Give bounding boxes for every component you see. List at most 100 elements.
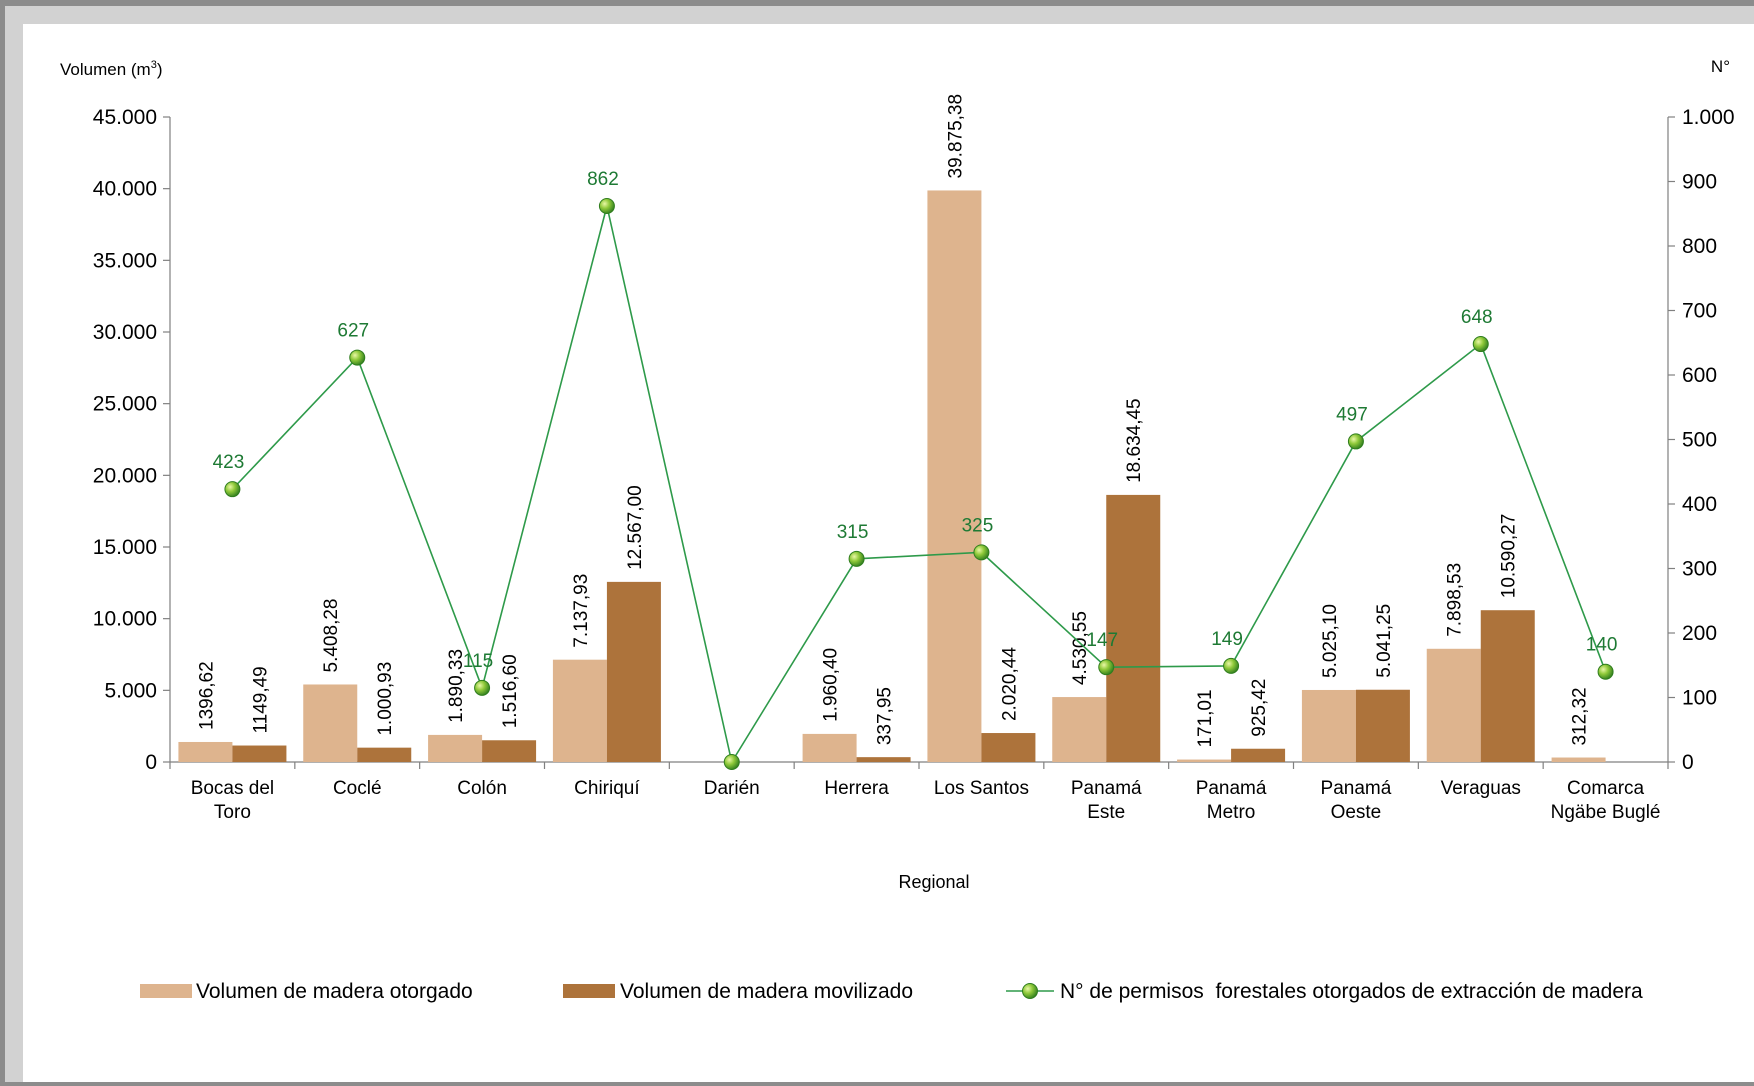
- bar-value-label: 337,95: [875, 687, 896, 745]
- right-tick-label: 300: [1682, 558, 1717, 581]
- left-tick-label: 15.000: [93, 536, 157, 559]
- left-tick-label: 35.000: [93, 249, 157, 272]
- bar-movilizado: [1106, 494, 1161, 762]
- category-label: Bocas del Toro: [191, 778, 274, 823]
- right-tick-label: 700: [1682, 300, 1717, 323]
- permisos-value-label: 862: [587, 169, 619, 190]
- bar-value-label: 312,32: [1570, 687, 1591, 745]
- left-tick-label: 10.000: [93, 608, 157, 631]
- bar-value-label: 5.408,28: [321, 599, 342, 673]
- left-tick-label: 40.000: [93, 178, 157, 201]
- category-labels: Bocas del Toro Coclé Colón Chiriquí Darién Her…: [191, 778, 1661, 823]
- bar-value-label: 1396,62: [196, 661, 217, 730]
- bar-movilizado: [232, 745, 287, 762]
- right-tick-label: 100: [1682, 687, 1717, 710]
- bar-value-label: 7.898,53: [1445, 563, 1466, 637]
- line-series: 423 627 115 862 315 325 147 149 497 648 140: [213, 169, 1618, 770]
- legend-swatch-otorgado: [140, 984, 192, 998]
- permisos-marker: [474, 679, 491, 696]
- legend-marker-permisos: [1022, 983, 1038, 999]
- category-label: Los Santos: [934, 778, 1029, 799]
- category-label: Comarca Ngäbe Buglé: [1551, 778, 1661, 823]
- permisos-value-label: 140: [1586, 635, 1618, 656]
- bar-value-label: 1.000,93: [375, 662, 396, 736]
- category-label: Panamá Este: [1071, 778, 1142, 823]
- permisos-value-label: 315: [837, 522, 869, 543]
- bar-value-label: 1.960,40: [821, 648, 842, 722]
- bar-value-label: 2.020,44: [999, 647, 1020, 721]
- bar-otorgado: [178, 741, 233, 762]
- permisos-marker: [1597, 663, 1614, 680]
- bar-value-label: 5.041,25: [1374, 604, 1395, 678]
- bar-otorgado: [303, 684, 358, 762]
- bar-value-label: 1.516,60: [500, 654, 521, 728]
- axes: 0 5.000 10.000 15.000 20.000 25.000 30.000 35.0…: [93, 106, 1735, 774]
- left-tick-label: 20.000: [93, 464, 157, 487]
- bar-otorgado: [1177, 759, 1232, 762]
- bar-otorgado: [1551, 757, 1606, 762]
- permisos-value-label: 648: [1461, 307, 1493, 328]
- legend-label-otorgado: Volumen de madera otorgado: [196, 980, 473, 1003]
- right-tick-label: 500: [1682, 429, 1717, 452]
- bar-movilizado: [606, 581, 661, 762]
- bar-movilizado: [1231, 748, 1286, 762]
- left-axis-title: Volumen (m3): [60, 59, 163, 79]
- right-tick-label: 0: [1682, 751, 1694, 774]
- bar-otorgado: [552, 659, 607, 762]
- permisos-marker: [224, 481, 241, 498]
- permisos-value-label: 627: [337, 321, 369, 342]
- category-label: Veraguas: [1441, 778, 1521, 799]
- permisos-value-label: 423: [213, 452, 245, 473]
- permisos-marker: [973, 544, 990, 561]
- x-axis-title: Regional: [898, 872, 969, 892]
- permisos-marker: [1223, 657, 1240, 674]
- bar-otorgado: [1052, 697, 1107, 762]
- bar-value-label: 12.567,00: [625, 485, 646, 570]
- category-label: Chiriquí: [574, 778, 640, 799]
- left-tick-label: 0: [145, 751, 157, 774]
- chart-background: [5, 6, 1754, 1082]
- permisos-marker: [1472, 336, 1489, 353]
- bar-otorgado: [802, 733, 857, 762]
- bars: [178, 190, 1606, 762]
- permisos-value-label: 497: [1336, 404, 1368, 425]
- left-tick-label: 5.000: [104, 679, 157, 702]
- bar-movilizado: [482, 740, 537, 762]
- bar-movilizado: [1480, 610, 1535, 762]
- bar-value-label: 18.634,45: [1124, 398, 1145, 483]
- category-label: Herrera: [824, 778, 889, 799]
- permisos-value-label: 149: [1211, 629, 1243, 650]
- permisos-marker: [349, 349, 366, 366]
- right-tick-label: 800: [1682, 235, 1717, 258]
- permisos-marker: [848, 550, 865, 567]
- bar-labels: 1396,62 5.408,28 1.890,33 7.137,93 1.960,40 3…: [196, 94, 1590, 748]
- permisos-line: [231, 205, 1607, 765]
- bar-movilizado: [357, 747, 412, 762]
- bar-value-label: 1149,49: [250, 666, 271, 733]
- bar-value-label: 5.025,10: [1320, 604, 1341, 678]
- bar-movilizado: [981, 733, 1036, 762]
- right-tick-label: 600: [1682, 364, 1717, 387]
- right-tick-label: 200: [1682, 622, 1717, 645]
- permisos-marker: [598, 198, 615, 215]
- bar-movilizado: [1355, 689, 1410, 762]
- legend-label-permisos: N° de permisos forestales otorgados de e…: [1060, 980, 1643, 1003]
- bar-value-label: 7.137,93: [571, 574, 592, 648]
- permisos-marker: [723, 754, 740, 770]
- legend: Volumen de madera otorgado Volumen de ma…: [140, 980, 1643, 1003]
- permisos-marker: [1098, 659, 1115, 676]
- right-axis-title: N°: [1711, 57, 1730, 76]
- legend-label-movilizado: Volumen de madera movilizado: [620, 980, 913, 1003]
- category-label: Panamá Oeste: [1321, 778, 1392, 823]
- left-tick-label: 45.000: [93, 106, 157, 129]
- permisos-marker: [1347, 433, 1364, 450]
- bar-value-label: 4.530,55: [1070, 611, 1091, 685]
- bar-otorgado: [927, 190, 982, 762]
- category-label: Colón: [457, 778, 507, 799]
- right-tick-label: 900: [1682, 171, 1717, 194]
- left-tick-label: 25.000: [93, 393, 157, 416]
- bar-otorgado: [1301, 689, 1356, 762]
- permisos-value-label: 115: [463, 651, 493, 672]
- bar-value-label: 39.875,38: [945, 94, 966, 179]
- category-label: Coclé: [333, 778, 382, 799]
